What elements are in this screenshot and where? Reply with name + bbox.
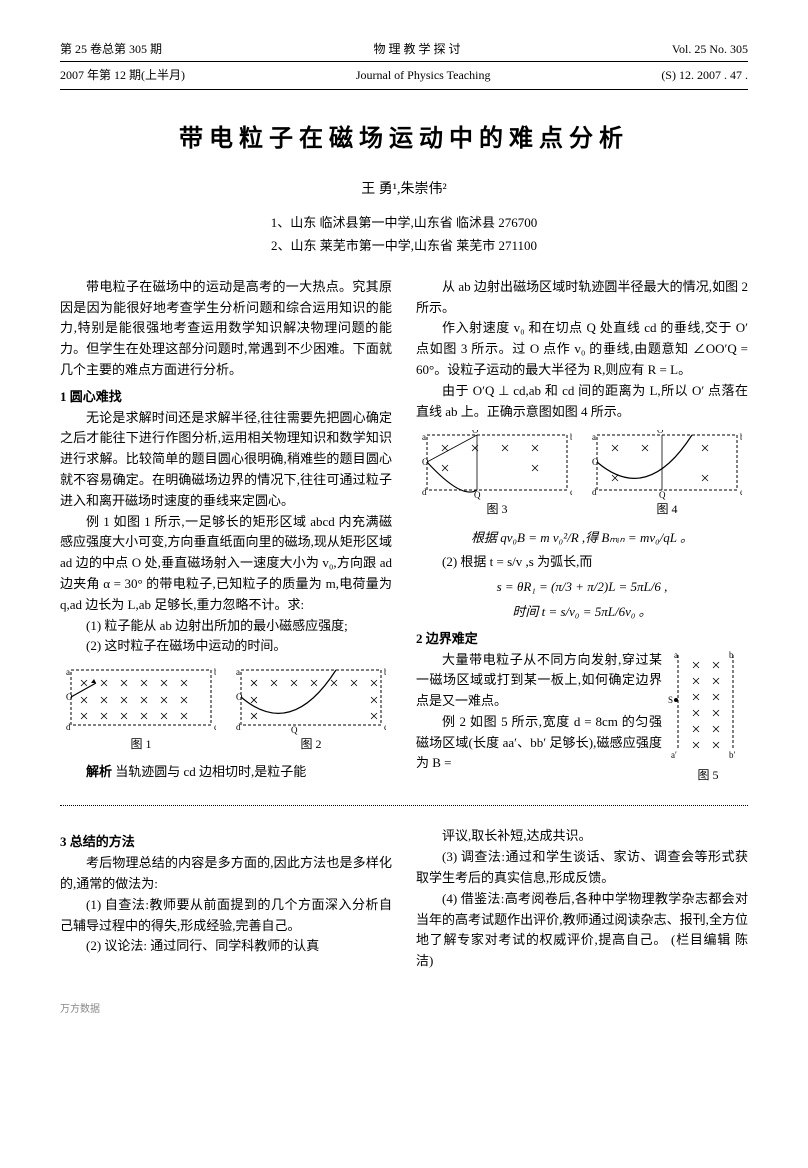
- example-1-q1: (1) 粒子能从 ab 边射出所加的最小磁感应强度;: [60, 616, 392, 637]
- svg-text:b: b: [384, 667, 386, 677]
- section-separator: [60, 805, 748, 806]
- method-4: (4) 借鉴法:高考阅卷后,各种中学物理教学杂志都会对当年的高考试题作出评价,教…: [416, 889, 748, 972]
- bottom-columns: 3 总结的方法 考后物理总结的内容是多方面的,因此方法也是多样化的,通常的做法为…: [60, 826, 748, 972]
- body-columns: 带电粒子在磁场中的运动是高考的一大热点。究其原因是因为能很好地考查学生分析问题和…: [60, 277, 748, 786]
- svg-text:a: a: [422, 432, 426, 442]
- svg-text:a: a: [674, 650, 678, 660]
- svg-text:O: O: [66, 692, 73, 702]
- method-3: (3) 调查法:通过和学生谈话、家访、调查会等形式获取学生考后的真实信息,形成反…: [416, 847, 748, 889]
- svg-text:S: S: [668, 695, 673, 705]
- col2b-p1: 评议,取长补短,达成共识。: [416, 826, 748, 847]
- svg-text:c: c: [384, 722, 386, 732]
- svg-text:d: d: [66, 722, 71, 732]
- svg-text:d: d: [592, 487, 597, 497]
- svg-text:c: c: [740, 487, 742, 497]
- svg-text:b′: b′: [729, 750, 736, 760]
- method-2: (2) 议论法: 通过同行、同学科教师的认真: [60, 936, 392, 957]
- article-title: 带电粒子在磁场运动中的难点分析: [60, 120, 748, 158]
- svg-text:d: d: [422, 487, 427, 497]
- section-1-p1: 无论是求解时间还是求解半径,往往需要先把圆心确定之后才能往下进行作图分析,运用相…: [60, 408, 392, 512]
- figure-2-caption: 图 2: [230, 735, 392, 754]
- example-1-q2: (2) 这时粒子在磁场中运动的时间。: [60, 636, 392, 657]
- col2-p3: 由于 O′Q ⊥ cd,ab 和 cd 间的距离为 L,所以 O′ 点落在直线 …: [416, 381, 748, 423]
- journal-header-row1: 第 25 卷总第 305 期 物 理 教 学 探 讨 Vol. 25 No. 3…: [60, 40, 748, 62]
- figure-row-1-2: a O b d c 图 1: [60, 665, 392, 754]
- svg-text:O′: O′: [657, 430, 665, 435]
- journal-header-row2: 2007 年第 12 期(上半月) Journal of Physics Tea…: [60, 66, 748, 90]
- header-right2: (S) 12. 2007 . 47 .: [661, 66, 748, 85]
- footer-source: 万方数据: [60, 1002, 748, 1018]
- svg-text:c: c: [570, 487, 572, 497]
- figure-1-caption: 图 1: [60, 735, 222, 754]
- figure-4: a O′ O b d Q c 图 4: [586, 430, 748, 519]
- svg-text:b: b: [740, 432, 742, 442]
- svg-text:b: b: [214, 667, 216, 677]
- svg-text:b: b: [570, 432, 572, 442]
- col2-p1: 从 ab 边射出磁场区域时轨迹圆半径最大的情况,如图 2 所示。: [416, 277, 748, 319]
- svg-text:a: a: [236, 667, 240, 677]
- method-1: (1) 自查法:教师要从前面提到的几个方面深入分析自己辅导过程中的得失,形成经验…: [60, 895, 392, 937]
- analysis-line: 解析 当轨迹圆与 cd 边相切时,是粒子能: [60, 762, 392, 783]
- svg-text:a′: a′: [671, 750, 677, 760]
- header-left2: 2007 年第 12 期(上半月): [60, 66, 185, 85]
- figure-1: a O b d c 图 1: [60, 665, 222, 754]
- section-3-p1: 考后物理总结的内容是多方面的,因此方法也是多样化的,通常的做法为:: [60, 853, 392, 895]
- svg-text:O: O: [236, 692, 243, 702]
- svg-text:d: d: [236, 722, 241, 732]
- figure-5: S a b a′ b′ 图 5: [668, 650, 748, 786]
- equation-1: 根据 qv₀B = m v₀²/R ,得 Bₘᵢₙ = mv₀/qL 。: [416, 528, 748, 549]
- figure-4-caption: 图 4: [586, 500, 748, 519]
- header-center: 物 理 教 学 探 讨: [373, 40, 460, 59]
- affiliation-1: 1、山东 临沭县第一中学,山东省 临沭县 276700: [60, 213, 748, 234]
- affiliation-2: 2、山东 莱芜市第一中学,山东省 莱芜市 271100: [60, 236, 748, 257]
- svg-text:a: a: [66, 667, 70, 677]
- equation-3: 时间 t = s/v₀ = 5πL/6v₀ 。: [416, 602, 748, 623]
- svg-text:O: O: [422, 457, 429, 467]
- section-3-head: 3 总结的方法: [60, 832, 392, 853]
- authors: 王 勇¹,朱崇伟²: [60, 179, 748, 201]
- figure-3: a O′ O b d Q c 图 3: [416, 430, 578, 519]
- section-2-head: 2 边界难定: [416, 629, 748, 650]
- figure-row-3-4: a O′ O b d Q c 图 3: [416, 430, 748, 519]
- svg-text:O′: O′: [472, 430, 480, 435]
- equation-2: s = θR₁ = (π/3 + π/2)L = 5πL/6 ,: [416, 577, 748, 598]
- header-left: 第 25 卷总第 305 期: [60, 40, 162, 59]
- example-1-head: 例 1 如图 1 所示,一足够长的矩形区域 abcd 内充满磁感应强度大小可变,…: [60, 512, 392, 616]
- figure-3-caption: 图 3: [416, 500, 578, 519]
- svg-text:O: O: [592, 457, 599, 467]
- svg-text:Q: Q: [474, 490, 481, 500]
- equation-2-intro: (2) 根据 t = s/v ,s 为弧长,而: [416, 552, 748, 573]
- col2-p2: 作入射速度 v₀ 和在切点 Q 处直线 cd 的垂线,交于 O′ 点如图 3 所…: [416, 318, 748, 380]
- figure-5-caption: 图 5: [668, 766, 748, 785]
- svg-text:Q: Q: [659, 490, 666, 500]
- svg-text:Q: Q: [291, 725, 298, 735]
- header-right: Vol. 25 No. 305: [672, 40, 748, 59]
- analysis-text: 当轨迹圆与 cd 边相切时,是粒子能: [115, 764, 306, 779]
- intro-paragraph: 带电粒子在磁场中的运动是高考的一大热点。究其原因是因为能很好地考查学生分析问题和…: [60, 277, 392, 381]
- svg-text:b: b: [729, 650, 734, 660]
- section-1-head: 1 圆心难找: [60, 387, 392, 408]
- svg-text:a: a: [592, 432, 596, 442]
- svg-text:c: c: [214, 722, 216, 732]
- analysis-label: 解析: [86, 764, 112, 779]
- header-center2: Journal of Physics Teaching: [356, 66, 491, 85]
- figure-2: a O b d Q c 图 2: [230, 665, 392, 754]
